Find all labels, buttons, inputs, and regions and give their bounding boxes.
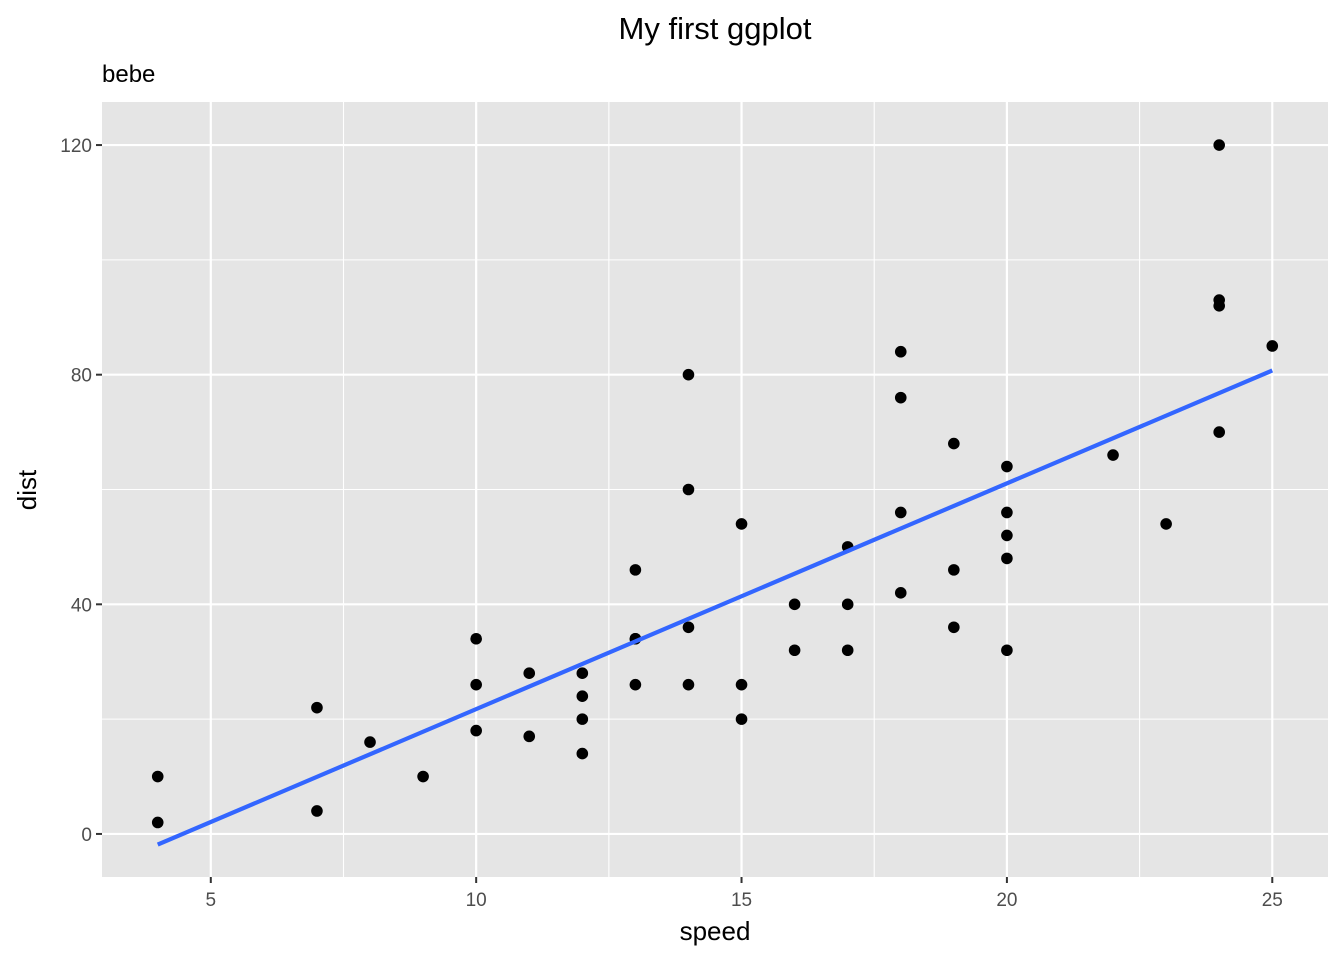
data-point	[151, 816, 164, 829]
data-point	[788, 644, 801, 657]
y-tick-label: 80	[71, 366, 92, 387]
data-point	[576, 747, 589, 760]
data-point	[1213, 294, 1225, 306]
data-point	[682, 621, 695, 634]
data-point	[735, 678, 748, 691]
data-point	[1266, 340, 1279, 352]
data-point	[470, 632, 482, 645]
data-point	[523, 667, 536, 680]
data-point	[1001, 552, 1013, 565]
y-tick-label: 0	[81, 825, 92, 846]
data-point	[1213, 139, 1225, 151]
x-axis: 5 10 15 20 25	[206, 877, 1283, 911]
regression-line	[156, 368, 1274, 847]
x-tick-label: 15	[731, 890, 752, 911]
data-point	[1213, 426, 1225, 438]
data-point	[1001, 644, 1013, 657]
data-point	[841, 598, 854, 611]
y-tick-label: 40	[71, 595, 92, 616]
x-axis-title: speed	[680, 916, 751, 946]
y-tick-label: 120	[60, 136, 92, 157]
data-point	[788, 598, 801, 611]
data-point	[948, 564, 960, 576]
x-tick-label: 25	[1262, 890, 1283, 911]
data-point	[470, 678, 482, 691]
data-point	[629, 678, 642, 691]
x-tick-label: 20	[996, 890, 1017, 911]
data-point	[735, 713, 748, 725]
grid-minor-lines	[102, 102, 1328, 877]
grid-major-lines	[102, 102, 1328, 877]
y-axis-title: dist	[12, 469, 42, 510]
data-point	[894, 391, 907, 404]
data-point	[1001, 460, 1013, 473]
data-point	[311, 805, 323, 817]
data-point	[470, 724, 482, 737]
data-point	[151, 770, 164, 783]
data-point	[576, 667, 589, 680]
data-point	[841, 644, 854, 657]
chart-title: My first ggplot	[619, 11, 812, 46]
data-point	[894, 506, 907, 519]
data-point	[894, 345, 907, 358]
data-point	[682, 368, 695, 381]
y-axis: 0 40 80 120	[60, 136, 102, 846]
data-point	[1001, 529, 1013, 542]
data-point	[894, 587, 907, 599]
data-point	[1107, 449, 1119, 461]
fit-line	[156, 368, 1274, 847]
data-point	[364, 736, 376, 748]
data-point	[948, 437, 960, 450]
chart-subtitle: bebe	[102, 61, 155, 88]
data-point	[311, 701, 323, 714]
data-point	[1001, 506, 1013, 519]
x-tick-label: 5	[206, 890, 217, 911]
data-point	[523, 730, 536, 743]
data-point	[417, 770, 429, 783]
data-point	[576, 690, 589, 702]
data-point	[576, 713, 589, 725]
data-point	[735, 518, 748, 530]
data-point	[629, 564, 642, 576]
data-point	[1160, 518, 1172, 530]
data-point	[948, 621, 960, 634]
data-point	[682, 483, 695, 496]
x-tick-label: 10	[466, 890, 487, 911]
data-point	[682, 678, 695, 691]
